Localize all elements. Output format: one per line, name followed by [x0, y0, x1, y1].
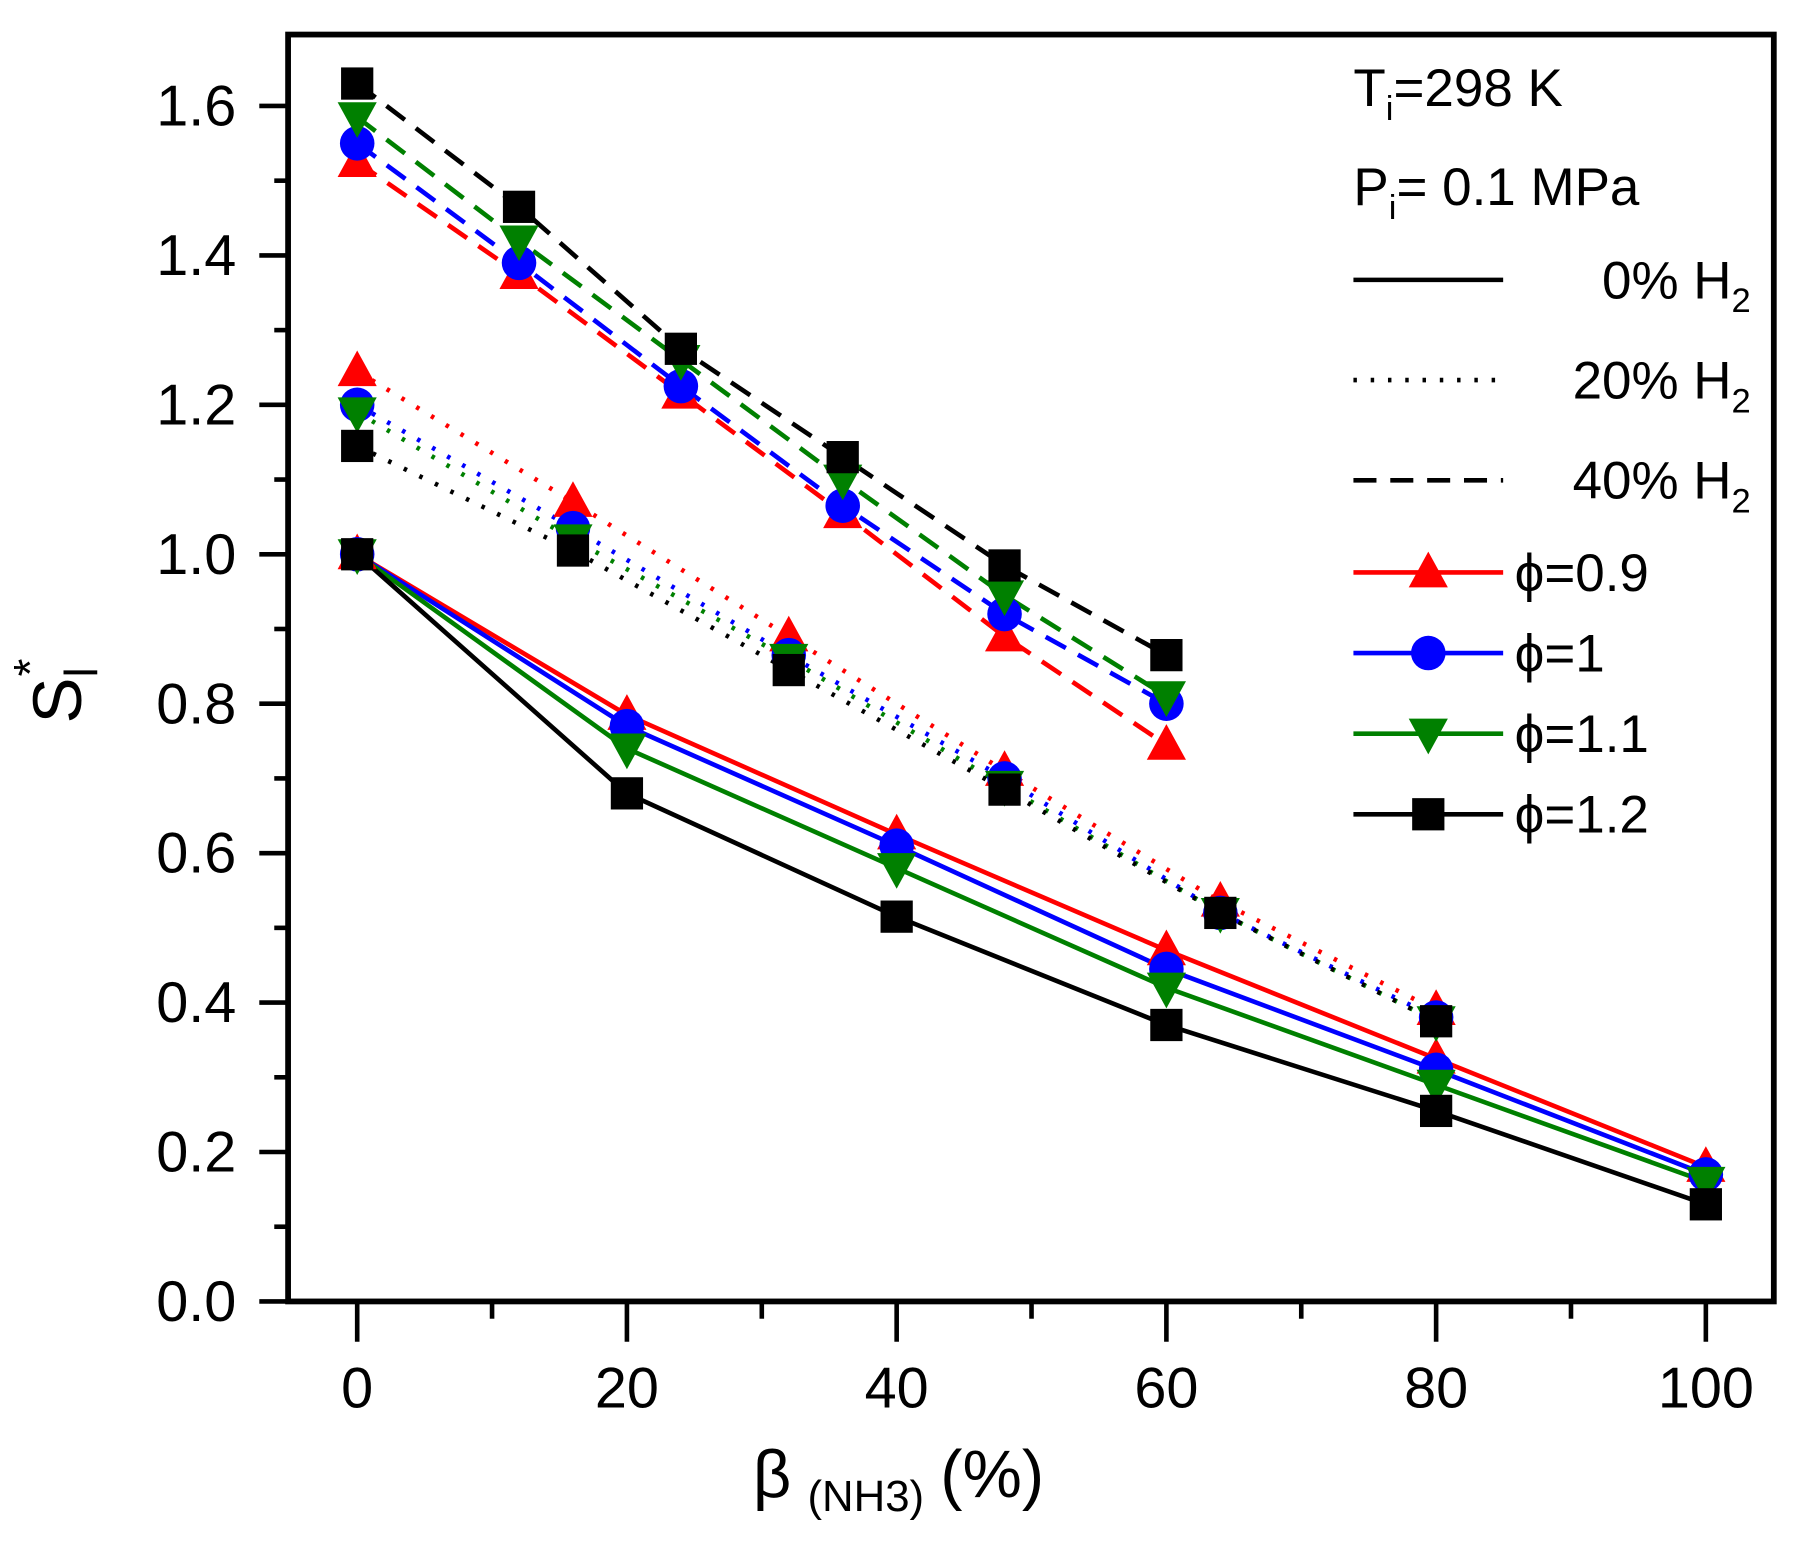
legend-marker — [1408, 718, 1448, 755]
y-tick-label: 1.6 — [156, 75, 236, 139]
series-line-solid — [355, 552, 1707, 1185]
legend: Ti=298 K Pi= 0.1 MPa 0% H2 20% H2 40% H2 ϕ=… — [1353, 59, 1750, 845]
data-point — [880, 900, 913, 933]
data-point — [984, 615, 1025, 652]
legend-temperature: Ti=298 K — [1353, 59, 1562, 128]
data-point — [556, 534, 590, 567]
x-tick-label: 80 — [1404, 1356, 1468, 1420]
legend-marker — [1412, 798, 1445, 831]
series-line-solid — [356, 552, 1707, 1170]
data-point — [826, 441, 859, 474]
legend-label: 20% H2 — [1573, 351, 1751, 420]
y-tick-label: 0.6 — [156, 822, 236, 886]
data-point — [1150, 639, 1183, 672]
legend-label: ϕ=0.9 — [1515, 544, 1649, 603]
x-tick-label: 60 — [1134, 1356, 1198, 1420]
legend-label: ϕ=1.2 — [1515, 786, 1649, 845]
data-point — [1146, 681, 1186, 717]
data-point — [501, 245, 537, 281]
data-point — [339, 126, 375, 161]
series-line-dotted — [355, 369, 1438, 1013]
y-tick-label: 0.2 — [156, 1121, 236, 1185]
y-tick-label: 0.4 — [156, 971, 236, 1035]
series-line-solid — [355, 552, 1707, 1177]
series-line-dashed — [355, 160, 1168, 747]
y-tick-label: 1.2 — [156, 373, 236, 437]
legend-pressure: Pi= 0.1 MPa — [1353, 158, 1639, 227]
data-point — [341, 429, 374, 463]
legend-label: 0% H2 — [1602, 251, 1751, 320]
data-point — [499, 225, 539, 262]
x-axis-label: β (NH3) (%) — [753, 1438, 1044, 1521]
series-line-dashed — [355, 81, 1168, 658]
data-point — [1146, 972, 1186, 1009]
series-line-dashed — [355, 141, 1168, 706]
data-point — [553, 481, 593, 517]
y-tick-label: 1.4 — [156, 224, 236, 288]
y-tick-label: 0.8 — [156, 672, 236, 736]
data-point — [1204, 896, 1237, 930]
legend-marker — [1408, 551, 1448, 588]
data-point — [984, 580, 1025, 617]
data-point — [877, 853, 917, 889]
data-point — [337, 397, 377, 434]
data-point — [1419, 1005, 1453, 1038]
data-point — [1416, 1069, 1456, 1106]
data-point — [1146, 724, 1186, 760]
data-point — [337, 350, 377, 387]
x-tick-label: 20 — [595, 1356, 659, 1420]
x-tick-label: 40 — [865, 1356, 929, 1420]
data-point — [823, 464, 863, 501]
data-point — [337, 102, 377, 138]
data-point — [341, 538, 374, 571]
legend-label: 40% H2 — [1573, 452, 1751, 521]
data-point — [772, 653, 805, 687]
series-line-dotted — [356, 443, 1438, 1024]
data-point — [607, 733, 647, 770]
data-point — [1686, 1166, 1726, 1203]
data-point — [988, 549, 1021, 582]
data-point — [664, 332, 697, 365]
x-tick-label: 0 — [341, 1356, 373, 1420]
data-point — [1150, 1008, 1183, 1042]
data-point — [1689, 1188, 1722, 1221]
data-point — [663, 368, 699, 404]
y-axis-label: Sl* — [4, 658, 107, 723]
series-line-dotted — [356, 402, 1438, 1020]
plot-frame — [285, 31, 1777, 1305]
legend-label: ϕ=1.1 — [1515, 705, 1649, 764]
x-tick-label: 100 — [1658, 1356, 1754, 1420]
data-point — [502, 190, 536, 223]
legend-marker — [1411, 635, 1446, 671]
y-tick-label: 1.0 — [156, 523, 236, 587]
plot-marks — [337, 67, 1726, 1221]
data-point — [1419, 1094, 1453, 1128]
data-point — [988, 773, 1021, 806]
data-point — [610, 777, 644, 810]
axes: 0 20 40 60 80 100 0.0 0.2 0.4 0.6 0.8 1.0 1.2 1.4 1.6 — [156, 75, 1754, 1421]
data-point — [825, 488, 860, 523]
data-point — [341, 67, 374, 100]
series-line-dashed — [355, 115, 1168, 699]
y-tick-label: 0.0 — [156, 1270, 236, 1334]
legend-label: ϕ=1 — [1515, 624, 1605, 683]
series-line-solid — [355, 552, 1707, 1207]
